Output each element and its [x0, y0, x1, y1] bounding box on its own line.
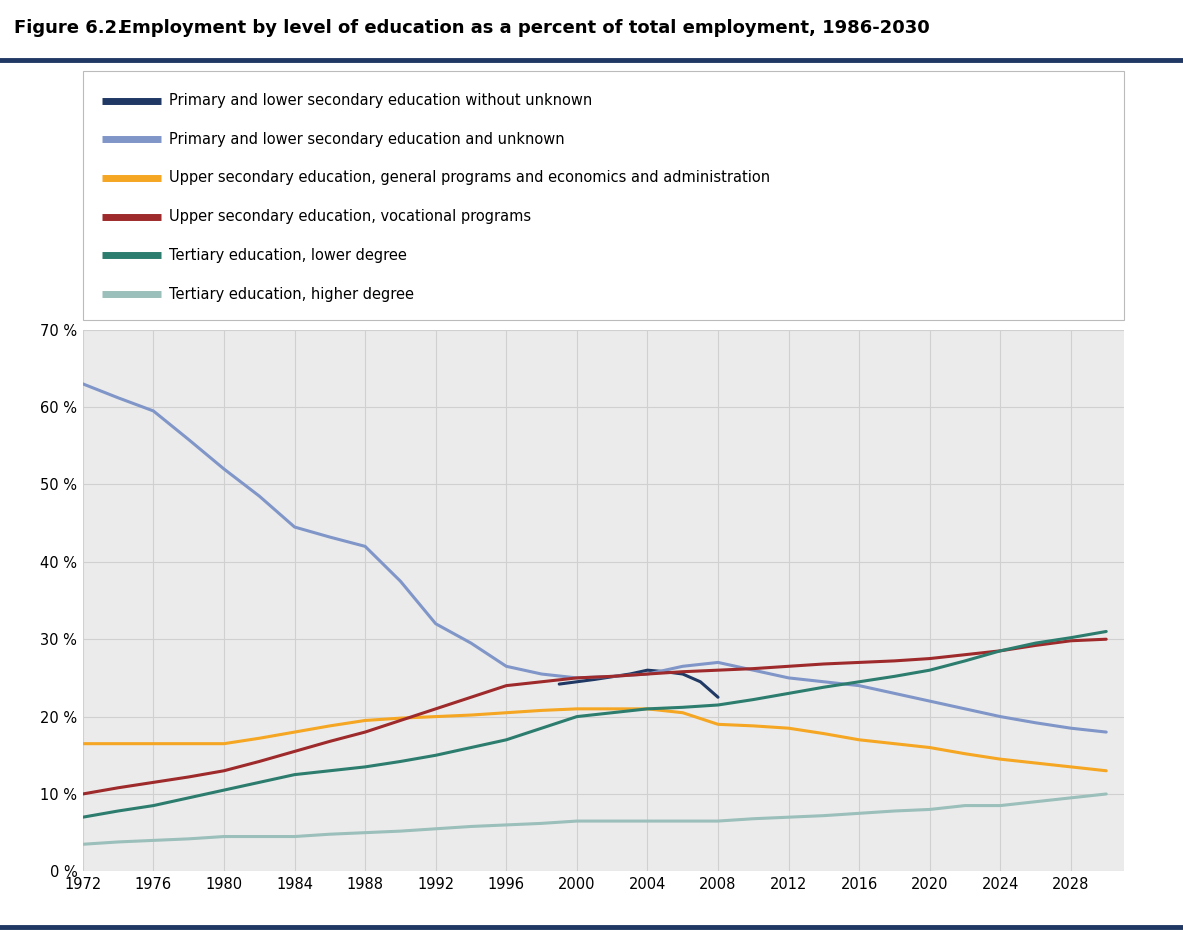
Text: Upper secondary education, vocational programs: Upper secondary education, vocational pr…: [169, 209, 531, 224]
Text: Tertiary education, lower degree: Tertiary education, lower degree: [169, 248, 407, 263]
Text: Primary and lower secondary education without unknown: Primary and lower secondary education wi…: [169, 93, 593, 108]
Text: Upper secondary education, general programs and economics and administration: Upper secondary education, general progr…: [169, 171, 770, 186]
Text: Figure 6.2.: Figure 6.2.: [14, 20, 124, 38]
FancyBboxPatch shape: [83, 71, 1124, 320]
Text: Employment by level of education as a percent of total employment, 1986-2030: Employment by level of education as a pe…: [101, 20, 930, 38]
Text: Tertiary education, higher degree: Tertiary education, higher degree: [169, 286, 414, 301]
Text: Primary and lower secondary education and unknown: Primary and lower secondary education an…: [169, 132, 564, 147]
